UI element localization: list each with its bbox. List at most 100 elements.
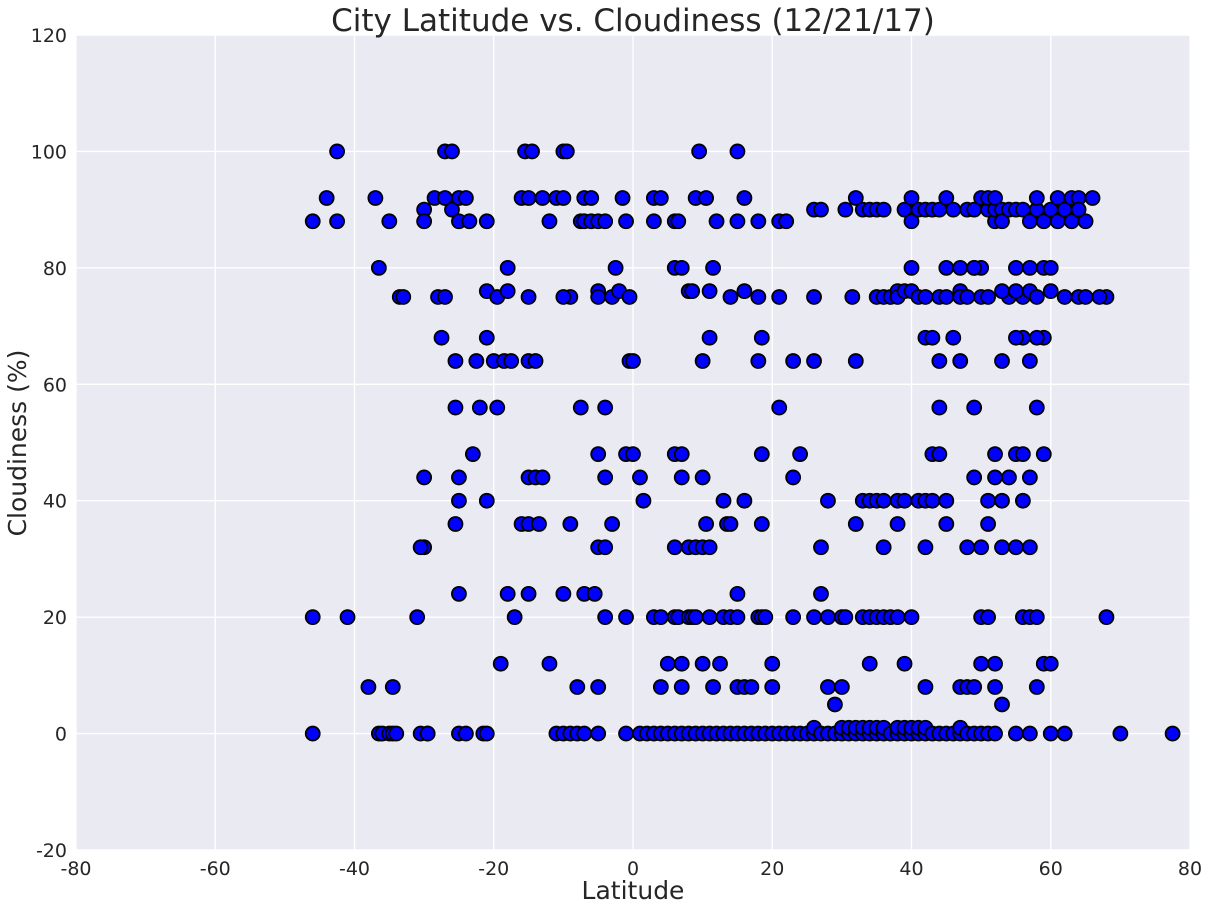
data-point	[987, 446, 1003, 463]
data-point	[966, 679, 983, 695]
data-point	[694, 353, 711, 369]
data-point	[820, 679, 836, 695]
data-point	[461, 213, 478, 230]
data-point	[903, 213, 920, 230]
data-point	[698, 516, 715, 532]
data-point	[673, 469, 690, 486]
data-point	[931, 353, 948, 369]
data-point	[666, 539, 683, 556]
data-point	[499, 283, 516, 300]
data-point	[966, 469, 983, 486]
data-point	[621, 289, 638, 305]
data-point	[478, 492, 495, 509]
data-point	[1077, 289, 1094, 305]
data-point	[701, 539, 718, 556]
x-tick-label: 0	[627, 858, 639, 880]
data-point	[451, 469, 467, 486]
data-point	[861, 655, 878, 672]
data-point	[618, 609, 634, 626]
data-point	[875, 201, 892, 218]
data-point	[875, 492, 892, 509]
data-point	[499, 585, 516, 602]
data-point	[618, 213, 634, 230]
data-point	[444, 201, 460, 218]
data-point	[618, 725, 634, 742]
data-point	[813, 585, 829, 602]
data-point	[715, 492, 732, 509]
data-point	[635, 492, 652, 509]
data-point	[444, 143, 460, 160]
data-point	[534, 190, 551, 206]
data-point	[917, 289, 934, 305]
data-point	[468, 353, 485, 369]
data-point	[412, 539, 429, 556]
data-point	[987, 679, 1003, 695]
data-point	[339, 609, 356, 626]
data-point	[1028, 329, 1045, 346]
data-point	[1008, 259, 1024, 276]
data-point	[966, 259, 983, 276]
data-point	[586, 585, 603, 602]
data-point	[304, 609, 321, 626]
data-point	[1056, 289, 1073, 305]
data-point	[1028, 609, 1045, 626]
data-point	[994, 353, 1010, 369]
data-point	[705, 679, 721, 695]
data-point	[670, 213, 687, 230]
data-point	[506, 609, 523, 626]
data-point	[722, 516, 739, 532]
data-point	[625, 446, 641, 463]
data-point	[771, 399, 788, 416]
data-point	[785, 609, 802, 626]
data-point	[1164, 725, 1181, 742]
data-point	[576, 725, 593, 742]
data-point	[597, 469, 614, 486]
data-points	[304, 143, 1181, 742]
data-point	[778, 213, 795, 230]
data-point	[304, 725, 321, 742]
data-point	[597, 213, 614, 230]
data-point	[938, 516, 955, 532]
data-point	[541, 655, 558, 672]
data-point	[708, 213, 725, 230]
data-point	[381, 213, 398, 230]
data-point	[889, 516, 906, 532]
data-point	[820, 609, 836, 626]
data-point	[558, 143, 575, 160]
data-point	[451, 492, 467, 509]
data-point	[673, 655, 690, 672]
data-point	[980, 289, 996, 305]
data-point	[875, 539, 892, 556]
data-point	[1008, 539, 1024, 556]
data-point	[572, 399, 589, 416]
data-point	[1091, 289, 1108, 305]
data-point	[1042, 655, 1059, 672]
data-point	[1042, 725, 1059, 742]
data-point	[889, 609, 906, 626]
data-point	[447, 516, 464, 532]
x-tick-label: -40	[339, 858, 370, 880]
data-point	[673, 446, 690, 463]
y-tick-label: 120	[31, 25, 67, 47]
data-point	[329, 213, 345, 230]
data-point	[1098, 609, 1115, 626]
data-point	[1112, 725, 1129, 742]
data-point	[806, 289, 822, 305]
data-point	[590, 446, 607, 463]
data-point	[966, 399, 983, 416]
data-point	[938, 289, 955, 305]
data-point	[698, 190, 715, 206]
x-axis-label: Latitude	[582, 876, 685, 905]
data-point	[712, 655, 728, 672]
x-tick-label: -20	[478, 858, 509, 880]
data-point	[1021, 353, 1038, 369]
data-point	[987, 725, 1003, 742]
data-point	[896, 655, 913, 672]
data-point	[757, 609, 774, 626]
y-tick-labels: -20 0 20 40 60 80 100 120	[31, 25, 67, 862]
data-point	[360, 679, 377, 695]
data-point	[753, 329, 770, 346]
data-point	[684, 283, 701, 300]
x-tick-labels: -80 -60 -40 -20 0 20 40 60 80	[60, 858, 1202, 880]
data-point	[1021, 469, 1038, 486]
